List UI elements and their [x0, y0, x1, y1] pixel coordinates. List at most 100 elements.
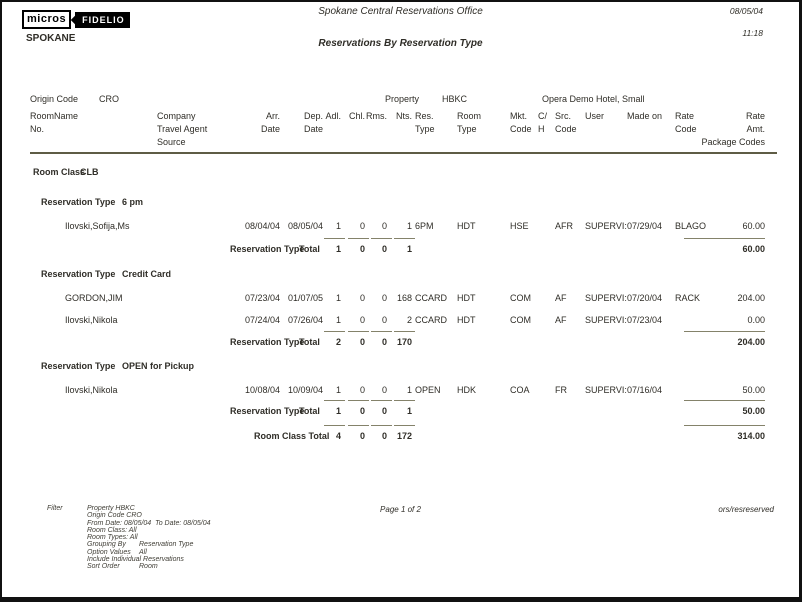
col-rate-code2: Code	[675, 124, 697, 134]
header-rule	[30, 152, 777, 154]
cell-res-type: OPEN	[415, 385, 441, 395]
cell-adl: 1	[335, 221, 341, 231]
total-label: Reservation Type	[230, 406, 305, 416]
total-adl: 1	[335, 244, 341, 254]
info-row: Origin Code CRO Property HBKC Opera Demo…	[2, 94, 799, 105]
filter-line: Include Individual Reservations	[87, 556, 184, 564]
total-nts: 1	[406, 406, 412, 416]
cell-user: SUPERVI:	[585, 385, 627, 395]
origin-code-label: Origin Code	[30, 94, 79, 104]
total-word: Total	[299, 406, 320, 416]
cell-dep: 07/26/04	[287, 315, 323, 325]
total-chl: 0	[359, 244, 365, 254]
res-type-label: Reservation Type	[41, 269, 116, 279]
col-dep: Dep.	[303, 111, 323, 121]
total-amt: 204.00	[737, 337, 765, 347]
logo-micros-text: micros	[22, 10, 72, 29]
cell-arr: 07/24/04	[244, 315, 280, 325]
column-total-rules	[2, 331, 799, 333]
total-label: Reservation Type	[230, 337, 305, 347]
col-room: Room	[30, 111, 55, 121]
cell-room-type: HDK	[457, 385, 477, 395]
cell-room-type: HDT	[457, 293, 476, 303]
cell-adl: 1	[335, 315, 341, 325]
col-mkt-code: Mkt.	[510, 111, 527, 121]
col-made-on: Made on	[627, 111, 663, 121]
column-header-row-1: Room Name Company Arr. Dep. Adl. Chl. Rm…	[2, 111, 799, 122]
col-src-code: Src.	[555, 111, 572, 121]
filter-line: Room Class: All	[87, 526, 137, 534]
total-label: Reservation Type	[230, 244, 305, 254]
res-type-value: Credit Card	[122, 269, 172, 279]
total-rms: 0	[381, 406, 387, 416]
col-chl: Chl.	[348, 111, 365, 121]
cell-dep: 10/09/04	[287, 385, 323, 395]
section-header: Reservation Type Credit Card	[2, 269, 799, 280]
total-word: Total	[299, 244, 320, 254]
room-class-total-label: Room Class Total	[254, 431, 330, 441]
cell-nts: 1	[406, 221, 412, 231]
cell-rms: 0	[381, 293, 387, 303]
col-res-type: Res.	[415, 111, 434, 121]
column-header-row-3: Source Package Codes	[2, 137, 799, 148]
cell-rate-code: RACK	[675, 293, 701, 303]
cell-chl: 0	[359, 293, 365, 303]
filter-line: From Date: 08/05/04 To Date: 08/05/04	[87, 519, 211, 527]
total-chl: 0	[359, 431, 365, 441]
total-adl: 1	[335, 406, 341, 416]
col-ch2: H	[538, 124, 545, 134]
total-rms: 0	[381, 431, 387, 441]
col-rate-amt2: Amt.	[746, 124, 765, 134]
col-package-codes: Package Codes	[701, 137, 765, 147]
cell-rate-amt: 204.00	[737, 293, 765, 303]
cell-nts: 168	[396, 293, 412, 303]
cell-adl: 1	[335, 293, 341, 303]
total-adl: 2	[335, 337, 341, 347]
col-mkt-code2: Code	[510, 124, 532, 134]
report-time: 11:18	[742, 28, 763, 38]
cell-arr: 07/23/04	[244, 293, 280, 303]
cell-src-code: AF	[555, 293, 567, 303]
col-company: Company	[157, 111, 196, 121]
section-total-row: Reservation Type Total 2 0 0 170 204.00	[2, 337, 799, 348]
cro-name: SPOKANE	[26, 33, 76, 44]
col-adl: Adl.	[325, 111, 341, 121]
cell-user: SUPERVI:	[585, 221, 627, 231]
cell-name: Ilovski,Nikola	[65, 385, 118, 395]
cell-nts: 2	[406, 315, 412, 325]
report-id: ors/resreserved	[718, 505, 774, 514]
col-ch: C/	[538, 111, 547, 121]
section-header: Reservation Type 6 pm	[2, 197, 799, 208]
cell-user: SUPERVI:	[585, 293, 627, 303]
table-row: Ilovski,Nikola 10/08/04 10/09/04 1 0 0 1…	[2, 385, 799, 396]
cell-rms: 0	[381, 315, 387, 325]
room-class-row: Room Class CLB	[2, 167, 799, 178]
filter-line: Property HBKC	[87, 505, 135, 512]
filter-label: Filter	[47, 505, 63, 512]
property-code: HBKC	[442, 94, 468, 104]
total-amt: 314.00	[737, 431, 765, 441]
table-row: Ilovski,Sofija,Ms 08/04/04 08/05/04 1 0 …	[2, 221, 799, 232]
section-total-row: Reservation Type Total 1 0 0 1 50.00	[2, 406, 799, 417]
report-title: Reservations By Reservation Type	[318, 38, 483, 49]
filter-block: Filter Property HBKC Origin Code CRO Fro…	[47, 505, 210, 570]
filter-line: Option Values All	[87, 548, 147, 556]
cell-rms: 0	[381, 385, 387, 395]
column-total-rules	[2, 425, 799, 427]
col-source: Source	[157, 137, 186, 147]
cell-res-type: CCARD	[415, 293, 448, 303]
col-user: User	[585, 111, 605, 121]
origin-code-value: CRO	[99, 94, 119, 104]
cell-dep: 01/07/05	[287, 293, 323, 303]
report-date: 08/05/04	[729, 6, 763, 16]
total-nts: 170	[396, 337, 412, 347]
cell-rate-amt: 0.00	[747, 315, 765, 325]
total-amt: 60.00	[742, 244, 765, 254]
room-class-label: Room Class	[33, 167, 86, 177]
office-title: Spokane Central Reservations Office	[318, 6, 483, 17]
table-row: Ilovski,Nikola 07/24/04 07/26/04 1 0 0 2…	[2, 315, 799, 326]
cell-made-on: 07/29/04	[627, 221, 663, 231]
col-arr: Arr.	[265, 111, 280, 121]
col-dep-date: Date	[303, 124, 323, 134]
